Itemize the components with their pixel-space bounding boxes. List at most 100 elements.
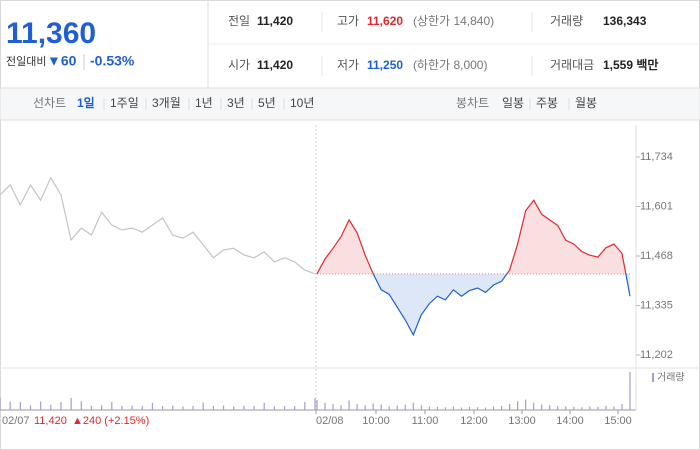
volume-bar [101, 405, 103, 410]
volume-bar [380, 404, 382, 410]
summary-label: 전일 [228, 14, 250, 28]
volume-bar [263, 402, 265, 410]
volume-bar [60, 402, 62, 410]
volume-bar [273, 406, 275, 410]
tab[interactable]: 10년 [290, 96, 314, 110]
x-tick-label: 13:00 [508, 415, 536, 427]
y-tick-label: 11,734 [640, 151, 673, 163]
area [317, 200, 630, 335]
volume-bar [613, 406, 615, 410]
x-tick-label: 15:00 [604, 415, 632, 427]
volume-bar [70, 398, 72, 410]
tab-group-label: 봉차트 [456, 96, 489, 110]
volume-bar [90, 405, 93, 410]
tab[interactable]: 3년 [227, 96, 245, 110]
summary-label: 저가 [337, 58, 359, 72]
volume-bar [460, 407, 463, 410]
volume-bar [629, 372, 631, 410]
tab[interactable]: 월봉 [575, 96, 597, 110]
volume-bar [581, 407, 583, 410]
price-line [0, 176, 316, 275]
volume-bar [372, 403, 374, 410]
x-tick-label: 12:00 [460, 415, 488, 427]
volume-bar [161, 406, 164, 410]
volume-bar [294, 406, 296, 410]
volume-bar [476, 407, 479, 410]
volume-bar [332, 404, 334, 410]
volume-bar [396, 405, 398, 410]
y-tick-label: 11,202 [640, 349, 673, 361]
volume-bar [0, 397, 1, 410]
tab[interactable]: 3개월 [152, 96, 181, 110]
tab[interactable]: 주봉 [536, 96, 558, 110]
x-tick-label: 02/08 [316, 415, 344, 427]
volume-bar [324, 402, 326, 410]
prev-change: ▲240 (+2.15%) [72, 415, 149, 427]
summary-label: 거래량 [550, 14, 583, 28]
volume-bar [80, 401, 82, 410]
volume-bar [541, 404, 543, 410]
volume-bar [9, 401, 11, 410]
volume-bar [589, 406, 591, 410]
volume-bar [484, 407, 487, 410]
volume-bar [436, 406, 438, 410]
volume-bar [40, 401, 42, 410]
volume-bar [141, 406, 143, 410]
volume-bar [19, 402, 21, 410]
change-rate: -0.53% [90, 53, 135, 69]
x-tick-label: 02/07 [2, 415, 30, 427]
volume-bar [314, 398, 316, 410]
volume-bar [428, 406, 430, 410]
volume-bar [243, 406, 245, 410]
tab[interactable]: 1주일 [110, 96, 139, 110]
volume-bar [444, 407, 447, 410]
volume-bar [549, 405, 551, 410]
volume-bar [222, 405, 225, 410]
volume-bar [605, 406, 607, 410]
volume-bar [340, 405, 342, 410]
volume-bar [364, 405, 366, 410]
plot [0, 176, 631, 410]
volume-bar [388, 406, 390, 410]
tab[interactable]: 1년 [195, 96, 213, 110]
summary-value: 136,343 [603, 14, 647, 28]
tab-group-label: 선차트 [33, 96, 66, 110]
tab[interactable]: 1일 [77, 96, 95, 110]
volume-bar [500, 406, 503, 410]
volume-bar [517, 401, 519, 410]
volume-bar [304, 402, 306, 410]
x-tick-label: 11:00 [412, 415, 439, 427]
summary-label: 거래대금 [550, 58, 594, 72]
volume-bar [192, 406, 194, 410]
y-tick-label: 11,335 [640, 299, 673, 311]
volume-bar [533, 402, 535, 410]
tab[interactable]: 5년 [258, 96, 276, 110]
volume-bar [452, 406, 455, 410]
volume-bar [151, 402, 154, 410]
volume-bar [573, 406, 575, 410]
legend-label: 거래량 [657, 372, 685, 384]
volume-bar [233, 406, 235, 410]
tab-bar [0, 87, 700, 121]
volume-bar [212, 406, 214, 410]
volume-bar [172, 405, 174, 410]
y-tick-label: 11,601 [640, 200, 673, 212]
volume-bar [597, 406, 599, 410]
volume-bar [557, 406, 559, 410]
summary-label: 고가 [337, 14, 359, 28]
change-label: 전일대비 [6, 54, 46, 68]
summary-note: (상한가 14,840) [413, 14, 494, 28]
summary-value: 11,420 [257, 58, 293, 72]
summary-note: (하한가 8,000) [413, 58, 487, 72]
volume-bar [356, 404, 358, 410]
change: ▼60 [47, 53, 77, 69]
volume-bar [348, 400, 350, 410]
tab[interactable]: 일봉 [502, 96, 524, 110]
x-tick-label: 14:00 [556, 415, 584, 427]
volume-bar [283, 406, 286, 410]
prev-close: 11,420 [34, 415, 67, 427]
volume-bar [492, 406, 495, 410]
volume-bar [253, 406, 255, 410]
